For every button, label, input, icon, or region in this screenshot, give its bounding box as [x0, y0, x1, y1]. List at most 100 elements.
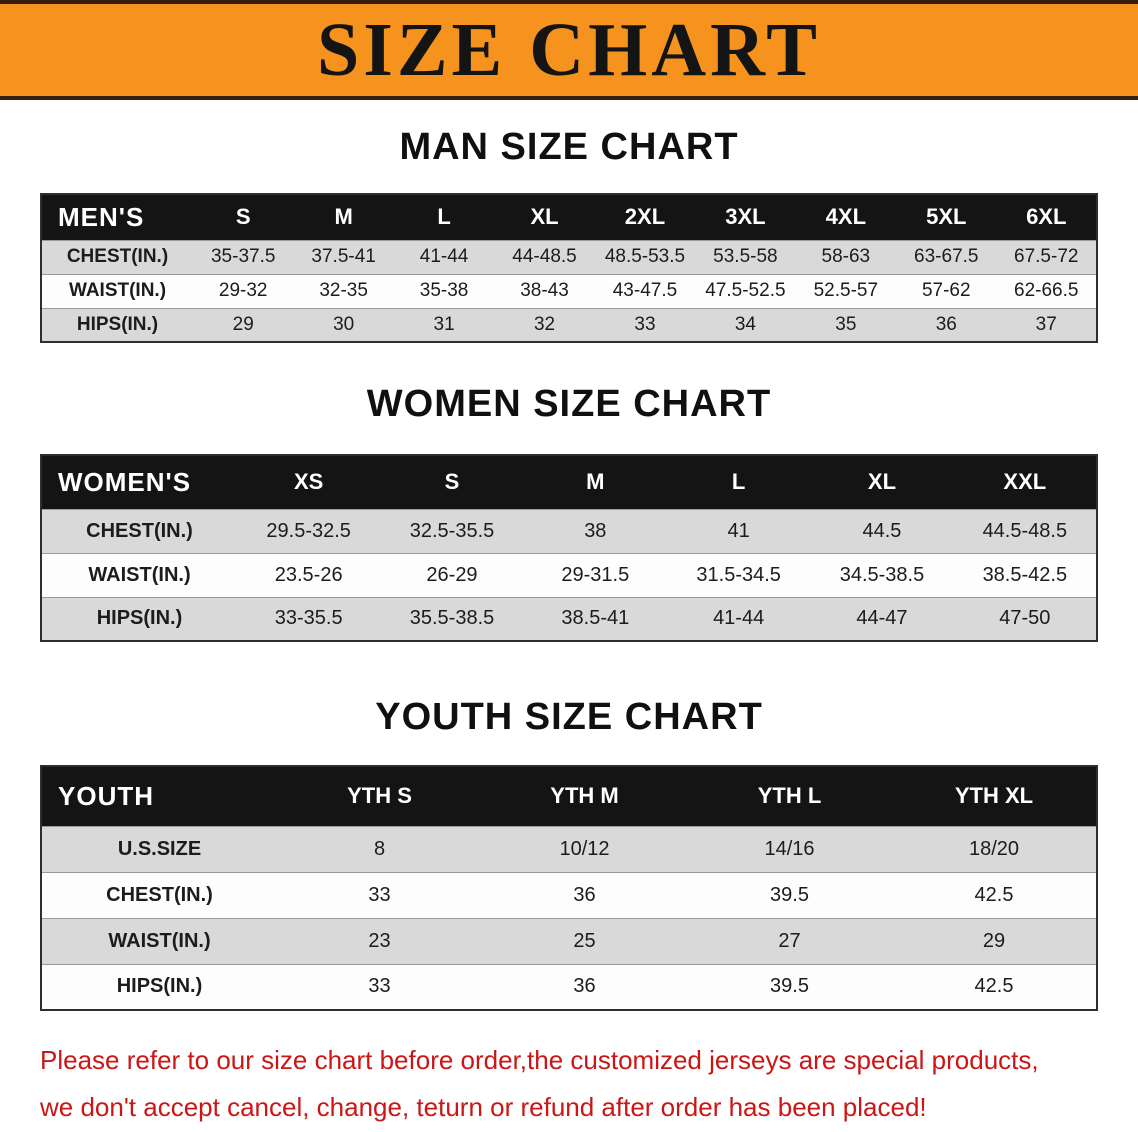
size-column-header: YTH S [347, 783, 412, 809]
size-column-header: 5XL [926, 204, 967, 230]
table-group-label: WOMEN'S [58, 466, 192, 497]
size-column-header: L [731, 469, 746, 495]
size-value-cell: 36 [482, 871, 687, 918]
size-value-cell: 37.5-41 [293, 239, 394, 274]
size-value-cell: 44-48.5 [494, 239, 595, 274]
size-value-cell: 47-50 [953, 596, 1097, 641]
row-label: WAIST(IN.) [41, 917, 277, 964]
size-value-cell: 42.5 [892, 963, 1097, 1010]
size-value-cell: 43-47.5 [594, 273, 696, 308]
size-value-cell: 32-35 [293, 273, 394, 308]
size-column-header: 2XL [624, 204, 666, 230]
size-value-cell: 42.5 [892, 871, 1097, 918]
size-column-header: XS [293, 469, 324, 495]
row-label: WAIST(IN.) [41, 273, 193, 308]
men-size-table: MEN'S S M L XL 2XL 3XL 4XL 5XL 6XL CHEST(IN.) 35-37… [40, 193, 1098, 343]
men-size-section: MAN SIZE CHART MEN'S S M L XL 2XL 3XL 4XL 5XL 6XL… [0, 126, 1138, 343]
size-column-header: M [586, 469, 605, 495]
size-value-cell: 35.5-38.5 [380, 596, 524, 641]
table-row: HIPS(IN.) 33 36 39.5 42.5 [41, 963, 1097, 1010]
page-title: SIZE CHART [316, 8, 821, 92]
size-value-cell: 31.5-34.5 [666, 552, 811, 597]
table-row: U.S.SIZE 8 10/12 14/16 18/20 [41, 825, 1097, 872]
size-value-cell: 29 [193, 307, 294, 342]
table-row: WAIST(IN.) 23 25 27 29 [41, 917, 1097, 964]
table-group-label: MEN'S [58, 201, 145, 232]
size-value-cell: 41-44 [666, 596, 811, 641]
size-value-cell: 29 [892, 917, 1097, 964]
size-value-cell: 33 [594, 307, 696, 342]
disclaimer-line-1: Please refer to our size chart before or… [40, 1045, 1039, 1075]
size-value-cell: 34 [695, 307, 796, 342]
table-row: WAIST(IN.) 29-32 32-35 35-38 38-43 43-47.5 47.… [41, 273, 1097, 308]
size-value-cell: 44.5-48.5 [953, 508, 1097, 553]
size-value-cell: 29.5-32.5 [237, 508, 381, 553]
table-row: WAIST(IN.) 23.5-26 26-29 29-31.5 31.5-34.5 34… [41, 552, 1097, 597]
youth-section-heading: YOUTH SIZE CHART [375, 696, 763, 738]
size-value-cell: 34.5-38.5 [810, 552, 954, 597]
size-value-cell: 52.5-57 [795, 273, 897, 308]
youth-size-section: YOUTH SIZE CHART YOUTH YTH S YTH M YTH L YTH… [0, 696, 1138, 1011]
size-value-cell: 29-31.5 [523, 552, 667, 597]
size-value-cell: 53.5-58 [695, 239, 796, 274]
table-row: HIPS(IN.) 29 30 31 32 33 34 35 36 37 [41, 307, 1097, 342]
size-value-cell: 48.5-53.5 [594, 239, 696, 274]
table-header-row: YOUTH YTH S YTH M YTH L YTH XL [41, 766, 1097, 826]
table-header-row: WOMEN'S XS S M L XL XXL [41, 455, 1097, 509]
row-label: CHEST(IN.) [41, 508, 237, 553]
table-row: CHEST(IN.) 35-37.5 37.5-41 41-44 44-48.5 48.5… [41, 239, 1097, 274]
size-column-header: S [235, 204, 251, 230]
size-value-cell: 23 [277, 917, 482, 964]
table-row: HIPS(IN.) 33-35.5 35.5-38.5 38.5-41 41-44 44-… [41, 596, 1097, 641]
size-column-header: 4XL [825, 204, 867, 230]
size-value-cell: 63-67.5 [896, 239, 997, 274]
size-value-cell: 38.5-41 [523, 596, 667, 641]
size-value-cell: 41 [666, 508, 811, 553]
size-value-cell: 38-43 [494, 273, 595, 308]
size-value-cell: 47.5-52.5 [695, 273, 796, 308]
women-size-section: WOMEN SIZE CHART WOMEN'S XS S M L XL XXL CHEST(… [0, 383, 1138, 642]
size-value-cell: 14/16 [687, 825, 892, 872]
size-value-cell: 58-63 [795, 239, 897, 274]
size-value-cell: 32 [494, 307, 595, 342]
disclaimer-line-2: we don't accept cancel, change, teturn o… [40, 1092, 927, 1122]
order-disclaimer: Please refer to our size chart before or… [40, 1037, 1138, 1131]
row-label: HIPS(IN.) [41, 596, 237, 641]
size-column-header: YTH XL [954, 783, 1034, 809]
size-value-cell: 39.5 [687, 963, 892, 1010]
size-value-cell: 37 [996, 307, 1097, 342]
row-label: HIPS(IN.) [41, 307, 193, 342]
size-value-cell: 44.5 [810, 508, 954, 553]
size-value-cell: 29-32 [193, 273, 294, 308]
size-column-header: S [444, 469, 460, 495]
size-value-cell: 26-29 [380, 552, 524, 597]
size-value-cell: 33 [277, 963, 482, 1010]
size-value-cell: 30 [293, 307, 394, 342]
men-section-heading: MAN SIZE CHART [399, 126, 739, 168]
size-value-cell: 38 [523, 508, 667, 553]
youth-size-table: YOUTH YTH S YTH M YTH L YTH XL U.S.SIZE 8 10/12… [40, 765, 1098, 1011]
size-value-cell: 35 [795, 307, 897, 342]
size-column-header: L [437, 204, 451, 230]
size-value-cell: 62-66.5 [996, 273, 1097, 308]
size-value-cell: 36 [482, 963, 687, 1010]
size-value-cell: 39.5 [687, 871, 892, 918]
size-value-cell: 18/20 [892, 825, 1097, 872]
size-value-cell: 35-38 [393, 273, 495, 308]
table-group-label: YOUTH [58, 780, 154, 811]
row-label: WAIST(IN.) [41, 552, 237, 597]
size-value-cell: 38.5-42.5 [953, 552, 1097, 597]
size-value-cell: 27 [687, 917, 892, 964]
size-value-cell: 36 [896, 307, 997, 342]
size-chart-banner: SIZE CHART [0, 0, 1138, 100]
size-value-cell: 8 [277, 825, 482, 872]
size-value-cell: 67.5-72 [996, 239, 1097, 274]
size-column-header: M [334, 204, 353, 230]
size-value-cell: 25 [482, 917, 687, 964]
size-column-header: XL [867, 469, 897, 495]
size-value-cell: 41-44 [393, 239, 495, 274]
women-size-table: WOMEN'S XS S M L XL XXL CHEST(IN.) 29.5-32.5 32.5… [40, 454, 1098, 642]
size-column-header: XL [530, 204, 559, 230]
size-value-cell: 44-47 [810, 596, 954, 641]
row-label: CHEST(IN.) [41, 239, 193, 274]
